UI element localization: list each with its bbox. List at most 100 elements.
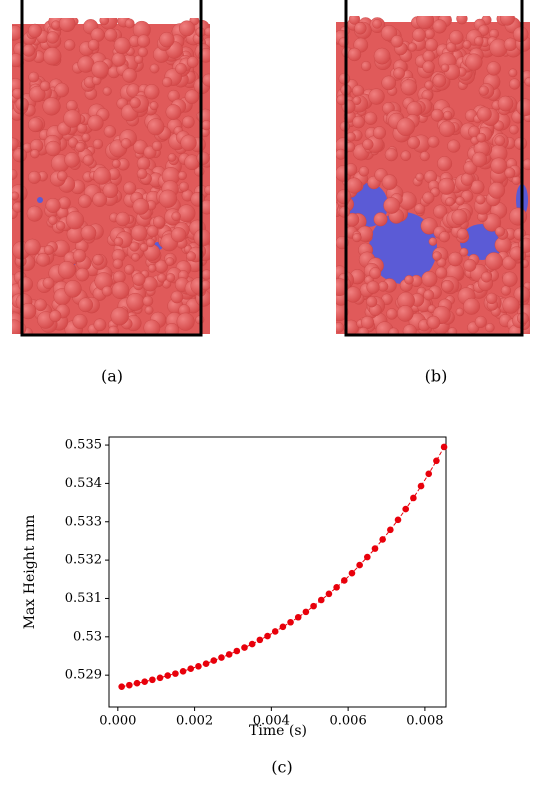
data-point [248,640,256,648]
particle [92,254,104,266]
particle [92,138,104,150]
particle [424,38,438,52]
particle [64,39,76,51]
data-point [118,683,125,690]
particle [358,166,370,177]
particle [433,204,448,219]
particle [63,109,82,128]
particle [362,138,374,151]
particle [87,39,100,51]
particle [147,264,157,273]
particle [29,85,46,103]
particle [486,292,498,305]
particle [445,197,455,207]
particle [516,98,530,117]
particle [75,141,86,153]
particle [204,185,210,195]
particle [443,110,453,120]
particle [451,209,468,226]
particle [112,270,126,284]
particle [136,156,151,171]
particle [414,203,426,215]
particle [502,271,518,287]
particle [426,315,441,330]
particle [36,252,51,267]
particle [352,115,365,129]
data-point [202,660,210,667]
particle [348,16,361,25]
particle [386,308,398,320]
particle [396,305,414,322]
particle [424,80,434,90]
particle [113,236,124,247]
data-point [271,628,279,635]
particle [485,323,495,333]
particle [151,140,163,152]
particle [137,34,151,48]
particle [177,204,196,223]
particle [87,114,104,131]
particle [447,139,461,153]
particle [455,196,465,206]
particle [12,25,23,41]
particle [149,101,159,111]
chart: Time (s) Max Height mm 0.529 0.53 0.531 0.5… [22,436,448,739]
particle [419,151,430,162]
particle [377,281,389,292]
particle [132,272,146,286]
particle [204,27,210,37]
particle [440,63,450,73]
particle [352,232,362,243]
particle [478,85,489,96]
particle [93,318,107,332]
particle [432,19,447,34]
particle [494,226,505,237]
particle [524,77,530,87]
particle [107,325,119,334]
particle [438,177,456,195]
data-point [433,457,440,465]
particle [438,120,456,138]
particle [82,154,94,166]
particle [111,159,121,169]
data-point [279,623,287,631]
particle [509,78,521,90]
particle [456,228,469,240]
particle [99,18,110,26]
particle [64,280,82,298]
particle [476,132,487,143]
particle [421,270,438,288]
void [37,197,43,203]
particle [463,258,477,272]
y-tick-label: 0.532 [65,553,102,568]
particle [415,172,425,182]
particle [494,135,506,146]
data-point [287,618,294,626]
particle [134,54,144,64]
data-point [172,670,179,677]
particle [43,47,62,66]
data-point [410,494,417,502]
particle [55,221,66,231]
particle [422,191,435,204]
particle [139,243,149,252]
particle [347,47,362,62]
particle [26,205,43,222]
particle [65,211,85,230]
particle [336,189,352,205]
particle [503,37,518,52]
particle [508,68,518,78]
data-point [233,647,241,655]
particle [12,168,18,180]
data-point [364,553,371,561]
particle [497,95,514,112]
caption: (b) [425,367,448,386]
particle [115,211,131,227]
particle [388,327,399,334]
particle [166,273,176,283]
particle [137,47,148,58]
particle [509,124,519,135]
particle [449,30,464,45]
particle [72,249,87,263]
